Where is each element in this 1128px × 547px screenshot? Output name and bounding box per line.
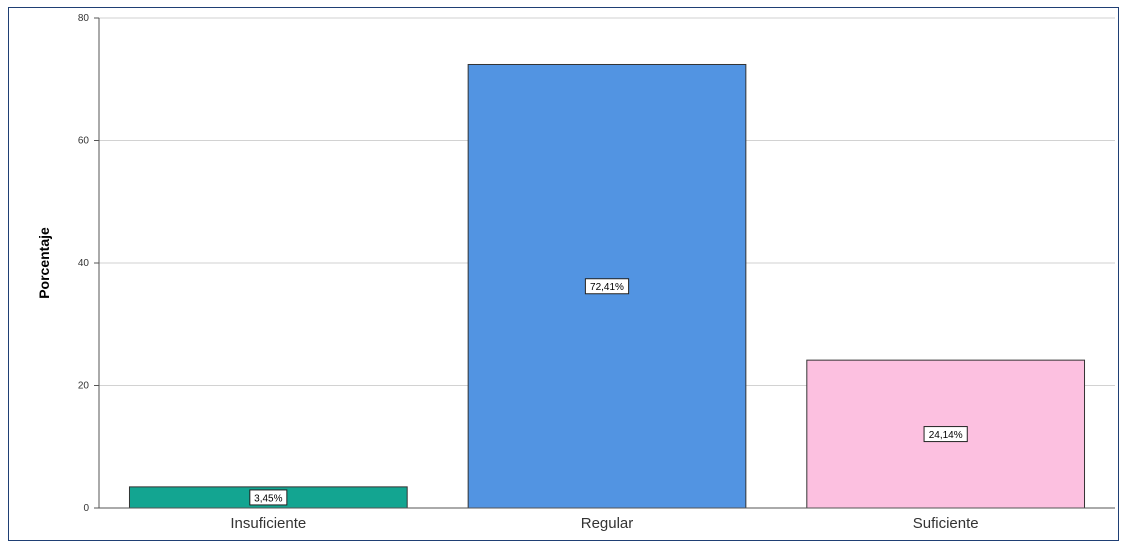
y-tick-label-1: 20 <box>78 381 90 392</box>
bar-chart: 0 20 40 60 80 3,45% 72,41% 24,14% Insuficiente… <box>36 13 1115 532</box>
data-label-box-1 <box>584 278 630 295</box>
category-label-0: Insuficiente <box>230 515 306 532</box>
category-label-2: Suficiente <box>913 515 979 532</box>
data-label-0: 3,45% <box>254 493 282 504</box>
data-label-box-2 <box>923 426 968 443</box>
y-tick-label-0: 0 <box>83 503 89 514</box>
data-labels: 3,45% 72,41% 24,14% <box>249 278 968 506</box>
y-tick-label-2: 40 <box>78 258 90 269</box>
y-tick-label-3: 60 <box>78 136 90 147</box>
data-label-box-0 <box>249 489 288 506</box>
y-axis-title: Porcentaje <box>36 227 52 299</box>
y-axis-ticks: 0 20 40 60 80 <box>78 13 99 514</box>
data-label-1: 72,41% <box>590 282 624 293</box>
data-label-2: 24,14% <box>929 430 963 441</box>
category-label-1: Regular <box>581 515 634 532</box>
y-tick-label-4: 80 <box>78 13 90 24</box>
category-labels: Insuficiente Regular Suficiente <box>230 515 978 532</box>
chart-frame: 0 20 40 60 80 3,45% 72,41% 24,14% Insuficiente… <box>8 7 1119 541</box>
